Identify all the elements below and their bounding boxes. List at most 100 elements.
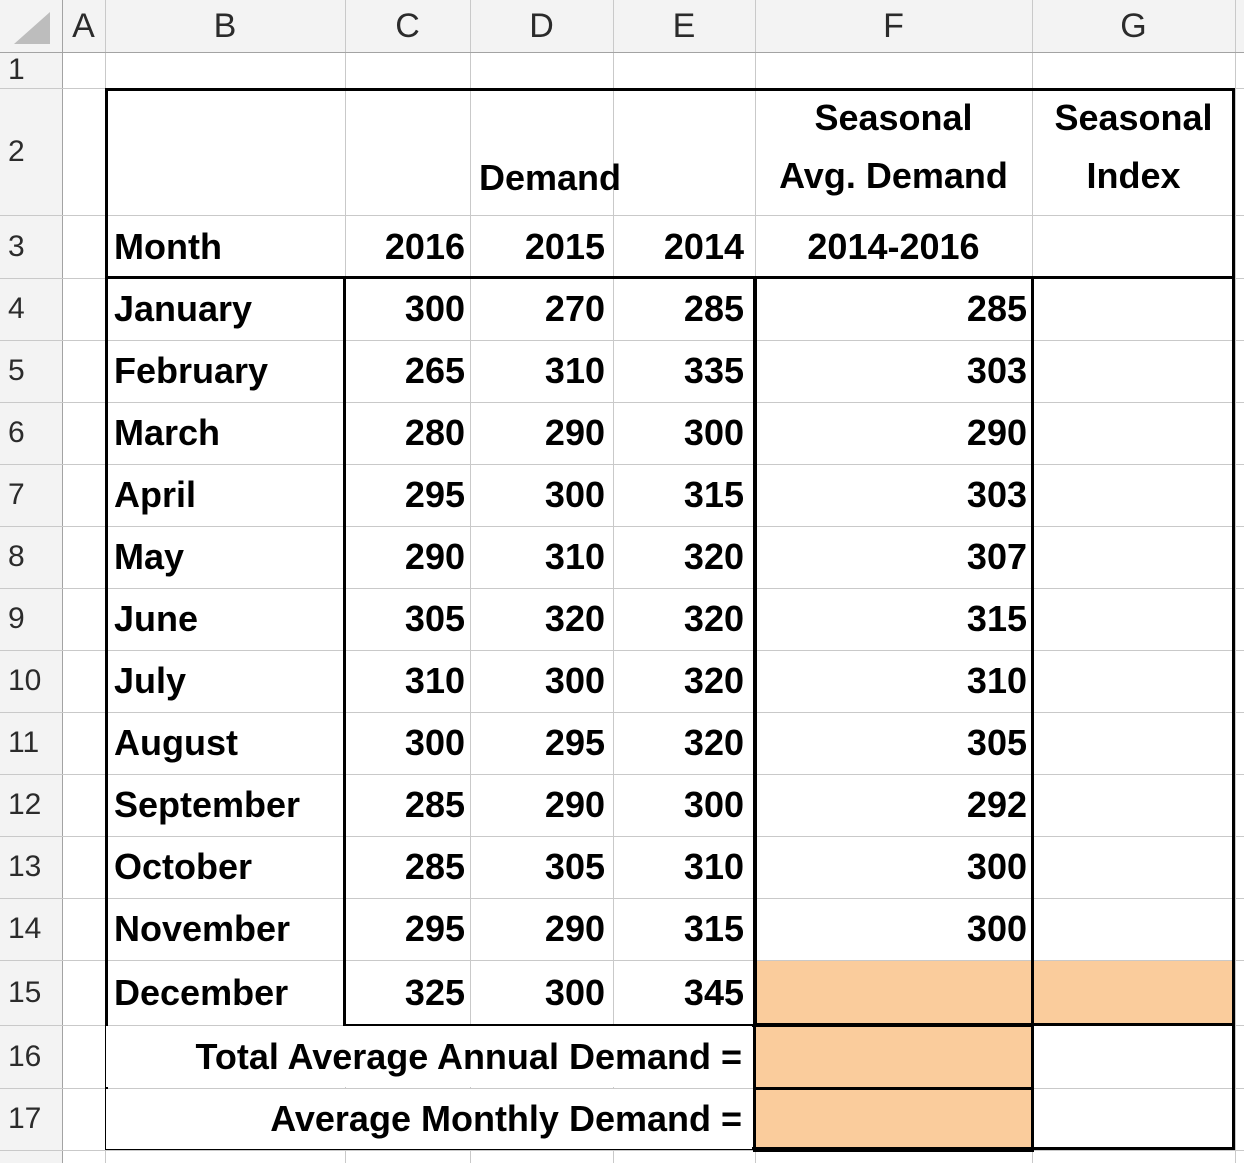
demand-2014-cell[interactable]: 300: [683, 784, 744, 825]
month-column-header[interactable]: Month: [114, 225, 222, 267]
average-monthly-demand-label[interactable]: Average Monthly Demand =: [106, 1089, 752, 1149]
demand-2015-cell[interactable]: 310: [544, 350, 605, 391]
seasonal-avg-cell[interactable]: 292: [966, 784, 1027, 825]
month-cell[interactable]: December: [114, 971, 289, 1013]
demand-2015-cell[interactable]: 290: [544, 784, 605, 825]
demand-2014-cell[interactable]: 310: [683, 846, 744, 887]
demand-2016-cell[interactable]: 310: [404, 660, 465, 701]
demand-2014-cell[interactable]: 285: [683, 288, 744, 329]
total-annual-demand-label[interactable]: Total Average Annual Demand =: [106, 1026, 752, 1087]
seasonal-avg-cell[interactable]: 300: [966, 846, 1027, 887]
month-cell[interactable]: June: [114, 598, 199, 639]
cell-f17-highlight[interactable]: [756, 1088, 1032, 1150]
demand-2014-cell[interactable]: 315: [683, 474, 744, 515]
demand-2016-cell[interactable]: 295: [404, 908, 465, 949]
row-header-13[interactable]: 13: [8, 850, 42, 883]
demand-2014-cell[interactable]: 320: [683, 536, 744, 577]
row-header-6[interactable]: 6: [8, 416, 25, 449]
demand-2016-cell[interactable]: 300: [404, 288, 465, 329]
row-header-2[interactable]: 2: [8, 134, 25, 168]
cell-g15-highlight[interactable]: [1032, 961, 1235, 1025]
column-header-f[interactable]: F: [883, 6, 904, 45]
demand-2016-cell[interactable]: 285: [404, 784, 465, 825]
row-header-12[interactable]: 12: [8, 788, 42, 821]
row-header-1[interactable]: 1: [8, 53, 25, 86]
row-header-11[interactable]: 11: [8, 726, 40, 759]
demand-2015-cell[interactable]: 300: [544, 971, 605, 1013]
month-cell[interactable]: March: [114, 412, 221, 453]
year-2015-header[interactable]: 2015: [524, 225, 605, 267]
month-cell[interactable]: July: [114, 660, 187, 701]
column-header-g[interactable]: G: [1120, 6, 1147, 45]
column-header-a[interactable]: A: [72, 6, 95, 45]
month-cell[interactable]: August: [114, 722, 238, 763]
seasonal-avg-cell[interactable]: 307: [966, 536, 1027, 577]
cell-f16-highlight[interactable]: [756, 1025, 1032, 1088]
seasonal-index-header[interactable]: Seasonal Index: [1032, 88, 1235, 215]
seasonal-avg-cell[interactable]: 285: [966, 288, 1027, 329]
month-cell[interactable]: May: [114, 536, 185, 577]
seasonal-avg-cell[interactable]: 310: [966, 660, 1027, 701]
month-cell[interactable]: September: [114, 784, 301, 825]
gridline: [613, 0, 614, 1163]
demand-2016-cell[interactable]: 305: [404, 598, 465, 639]
column-header-d[interactable]: D: [529, 6, 554, 45]
seasonal-avg-cell[interactable]: 290: [966, 412, 1027, 453]
demand-2015-cell[interactable]: 290: [544, 412, 605, 453]
row-header-8[interactable]: 8: [8, 540, 25, 573]
row-header-15[interactable]: 15: [8, 975, 42, 1009]
month-cell[interactable]: April: [114, 474, 197, 515]
demand-2014-cell[interactable]: 320: [683, 598, 744, 639]
column-header-c[interactable]: C: [395, 6, 420, 45]
year-2014-header[interactable]: 2014: [663, 225, 744, 267]
row-header-4[interactable]: 4: [8, 292, 25, 325]
row-header-9[interactable]: 9: [8, 602, 25, 635]
select-all-corner[interactable]: [0, 0, 62, 52]
demand-2014-cell[interactable]: 315: [683, 908, 744, 949]
demand-2015-cell[interactable]: 270: [544, 288, 605, 329]
month-cell[interactable]: February: [114, 350, 269, 391]
seasonal-avg-cell[interactable]: 303: [966, 474, 1027, 515]
seasonal-avg-cell[interactable]: 315: [966, 598, 1027, 639]
row-header-16[interactable]: 16: [8, 1039, 42, 1073]
demand-2016-cell[interactable]: 325: [404, 971, 465, 1013]
demand-2016-cell[interactable]: 300: [404, 722, 465, 763]
month-cell[interactable]: January: [114, 288, 253, 329]
seasonal-avg-demand-header[interactable]: Seasonal Avg. Demand: [755, 88, 1032, 215]
month-cell[interactable]: October: [114, 846, 253, 887]
demand-2014-cell[interactable]: 320: [683, 722, 744, 763]
row-header-14[interactable]: 14: [8, 912, 42, 945]
seasonal-avg-cell[interactable]: 303: [966, 350, 1027, 391]
column-header-b[interactable]: B: [213, 6, 237, 45]
demand-2015-cell[interactable]: 290: [544, 908, 605, 949]
demand-2016-cell[interactable]: 280: [404, 412, 465, 453]
demand-2015-cell[interactable]: 305: [544, 846, 605, 887]
row-header-3[interactable]: 3: [8, 229, 25, 263]
demand-2015-cell[interactable]: 295: [544, 722, 605, 763]
month-cell[interactable]: November: [114, 908, 291, 949]
demand-group-header[interactable]: Demand: [478, 157, 622, 198]
row-header-7[interactable]: 7: [8, 478, 25, 511]
year-2016-header[interactable]: 2016: [384, 225, 465, 267]
demand-2015-cell[interactable]: 320: [544, 598, 605, 639]
row-header-10[interactable]: 10: [8, 664, 42, 697]
demand-2015-cell[interactable]: 300: [544, 660, 605, 701]
cell-f15-highlight[interactable]: [756, 961, 1032, 1025]
demand-2014-cell[interactable]: 335: [683, 350, 744, 391]
demand-2014-cell[interactable]: 320: [683, 660, 744, 701]
row-header-17[interactable]: 17: [8, 1102, 42, 1135]
row-header-5[interactable]: 5: [8, 354, 25, 387]
seasonal-avg-cell[interactable]: 300: [966, 908, 1027, 949]
demand-2016-cell[interactable]: 290: [404, 536, 465, 577]
demand-2015-cell[interactable]: 310: [544, 536, 605, 577]
demand-2016-cell[interactable]: 265: [404, 350, 465, 391]
column-header-e[interactable]: E: [672, 6, 696, 45]
select-all-icon: [14, 12, 50, 44]
demand-2014-cell[interactable]: 345: [683, 971, 744, 1013]
demand-2016-cell[interactable]: 295: [404, 474, 465, 515]
avg-range-header[interactable]: 2014-2016: [807, 225, 980, 267]
demand-2015-cell[interactable]: 300: [544, 474, 605, 515]
demand-2016-cell[interactable]: 285: [404, 846, 465, 887]
seasonal-avg-cell[interactable]: 305: [966, 722, 1027, 763]
demand-2014-cell[interactable]: 300: [683, 412, 744, 453]
